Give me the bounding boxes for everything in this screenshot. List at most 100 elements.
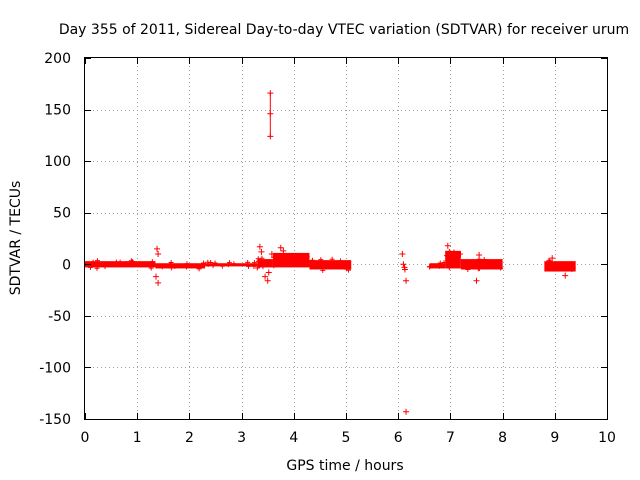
- data-bands: [85, 249, 576, 273]
- y-axis-label: SDTVAR / TECUs: [8, 181, 24, 296]
- x-tick-label: 6: [394, 430, 403, 446]
- data-point: [226, 260, 232, 266]
- data-point: [444, 242, 451, 249]
- data-point: [296, 259, 302, 265]
- data-point: [245, 263, 251, 269]
- data-point: [272, 257, 278, 263]
- data-band-core: [445, 250, 461, 269]
- chart-title: Day 355 of 2011, Sidereal Day-to-day VTE…: [59, 22, 629, 38]
- data-point: [481, 256, 487, 262]
- data-point: [121, 261, 127, 267]
- data-point: [159, 264, 165, 270]
- data-point: [304, 254, 310, 260]
- data-point: [156, 263, 162, 269]
- data-point: [320, 263, 326, 269]
- data-point: [265, 269, 272, 276]
- data-point: [172, 263, 178, 269]
- y-tick-label: -150: [39, 412, 71, 428]
- data-point: [277, 244, 284, 251]
- data-point: [465, 260, 471, 266]
- data-band-core: [155, 263, 206, 269]
- data-band: [205, 259, 258, 269]
- data-point: [208, 260, 214, 266]
- data-point: [399, 250, 406, 257]
- data-point: [329, 256, 335, 262]
- data-point: [403, 277, 410, 284]
- y-tick-label: -50: [48, 309, 71, 325]
- data-band: [444, 249, 464, 271]
- data-point: [452, 253, 458, 259]
- x-axis-label: GPS time / hours: [286, 458, 403, 474]
- data-point: [267, 133, 274, 140]
- tick-labels: 0 1 2 3 4 5 6 7 8 9 10 -150 -100 -50 0 50 100 150 200: [39, 51, 616, 446]
- data-point: [342, 264, 348, 270]
- data-point: [400, 261, 407, 268]
- data-point: [256, 243, 263, 250]
- data-point: [549, 255, 556, 262]
- data-point: [267, 90, 274, 97]
- plot-frame: [84, 57, 608, 420]
- data-point: [264, 277, 271, 284]
- data-point: [320, 267, 326, 273]
- data-point: [473, 277, 480, 284]
- data-point: [271, 263, 277, 269]
- data-point: [547, 258, 553, 264]
- data-point: [444, 253, 450, 259]
- data-point: [155, 250, 162, 257]
- data-point: [257, 263, 263, 269]
- data-point: [465, 267, 471, 273]
- data-point: [446, 248, 453, 255]
- data-point: [476, 252, 483, 259]
- data-point: [427, 264, 433, 270]
- data-point: [129, 259, 135, 265]
- data-point: [318, 257, 324, 263]
- data-point: [199, 262, 205, 268]
- data-point: [155, 279, 162, 286]
- data-point: [496, 260, 502, 266]
- data-point: [473, 259, 479, 265]
- data-point: [458, 251, 464, 257]
- data-point: [167, 262, 173, 268]
- x-tick-label: 3: [237, 430, 246, 446]
- data-point: [285, 253, 291, 259]
- data-band-core: [544, 261, 576, 272]
- data-band: [155, 260, 207, 272]
- data-point: [259, 255, 265, 261]
- x-tick-label: 4: [289, 430, 298, 446]
- x-tick-label: 8: [498, 430, 507, 446]
- data-point: [570, 265, 576, 271]
- data-point: [91, 261, 97, 267]
- data-band-core: [309, 260, 352, 270]
- data-point: [555, 261, 561, 267]
- data-point: [254, 265, 260, 271]
- axes: [84, 57, 608, 420]
- data-point: [183, 264, 189, 270]
- data-point: [154, 245, 161, 252]
- x-tick-label: 2: [185, 430, 194, 446]
- y-tick-label: 50: [53, 206, 71, 222]
- data-band: [309, 256, 352, 273]
- data-point: [310, 264, 316, 270]
- data-point: [262, 273, 269, 280]
- data-point: [260, 264, 266, 270]
- data-point: [94, 265, 100, 271]
- x-tick-label: 0: [81, 430, 90, 446]
- data-point: [268, 250, 275, 257]
- data-point: [437, 260, 443, 266]
- data-band-core: [205, 263, 258, 267]
- data-point: [476, 266, 482, 272]
- data-point: [498, 265, 504, 271]
- y-tick-label: 150: [44, 103, 71, 119]
- data-point: [280, 247, 287, 254]
- data-point: [258, 248, 265, 255]
- data-point: [231, 261, 237, 267]
- data-band: [460, 256, 504, 273]
- data-point: [278, 255, 284, 261]
- data-band: [271, 252, 311, 269]
- data-point: [403, 408, 410, 415]
- x-tick-label: 9: [550, 430, 559, 446]
- data-point: [470, 264, 476, 270]
- data-point: [212, 260, 218, 266]
- data-point: [94, 258, 100, 264]
